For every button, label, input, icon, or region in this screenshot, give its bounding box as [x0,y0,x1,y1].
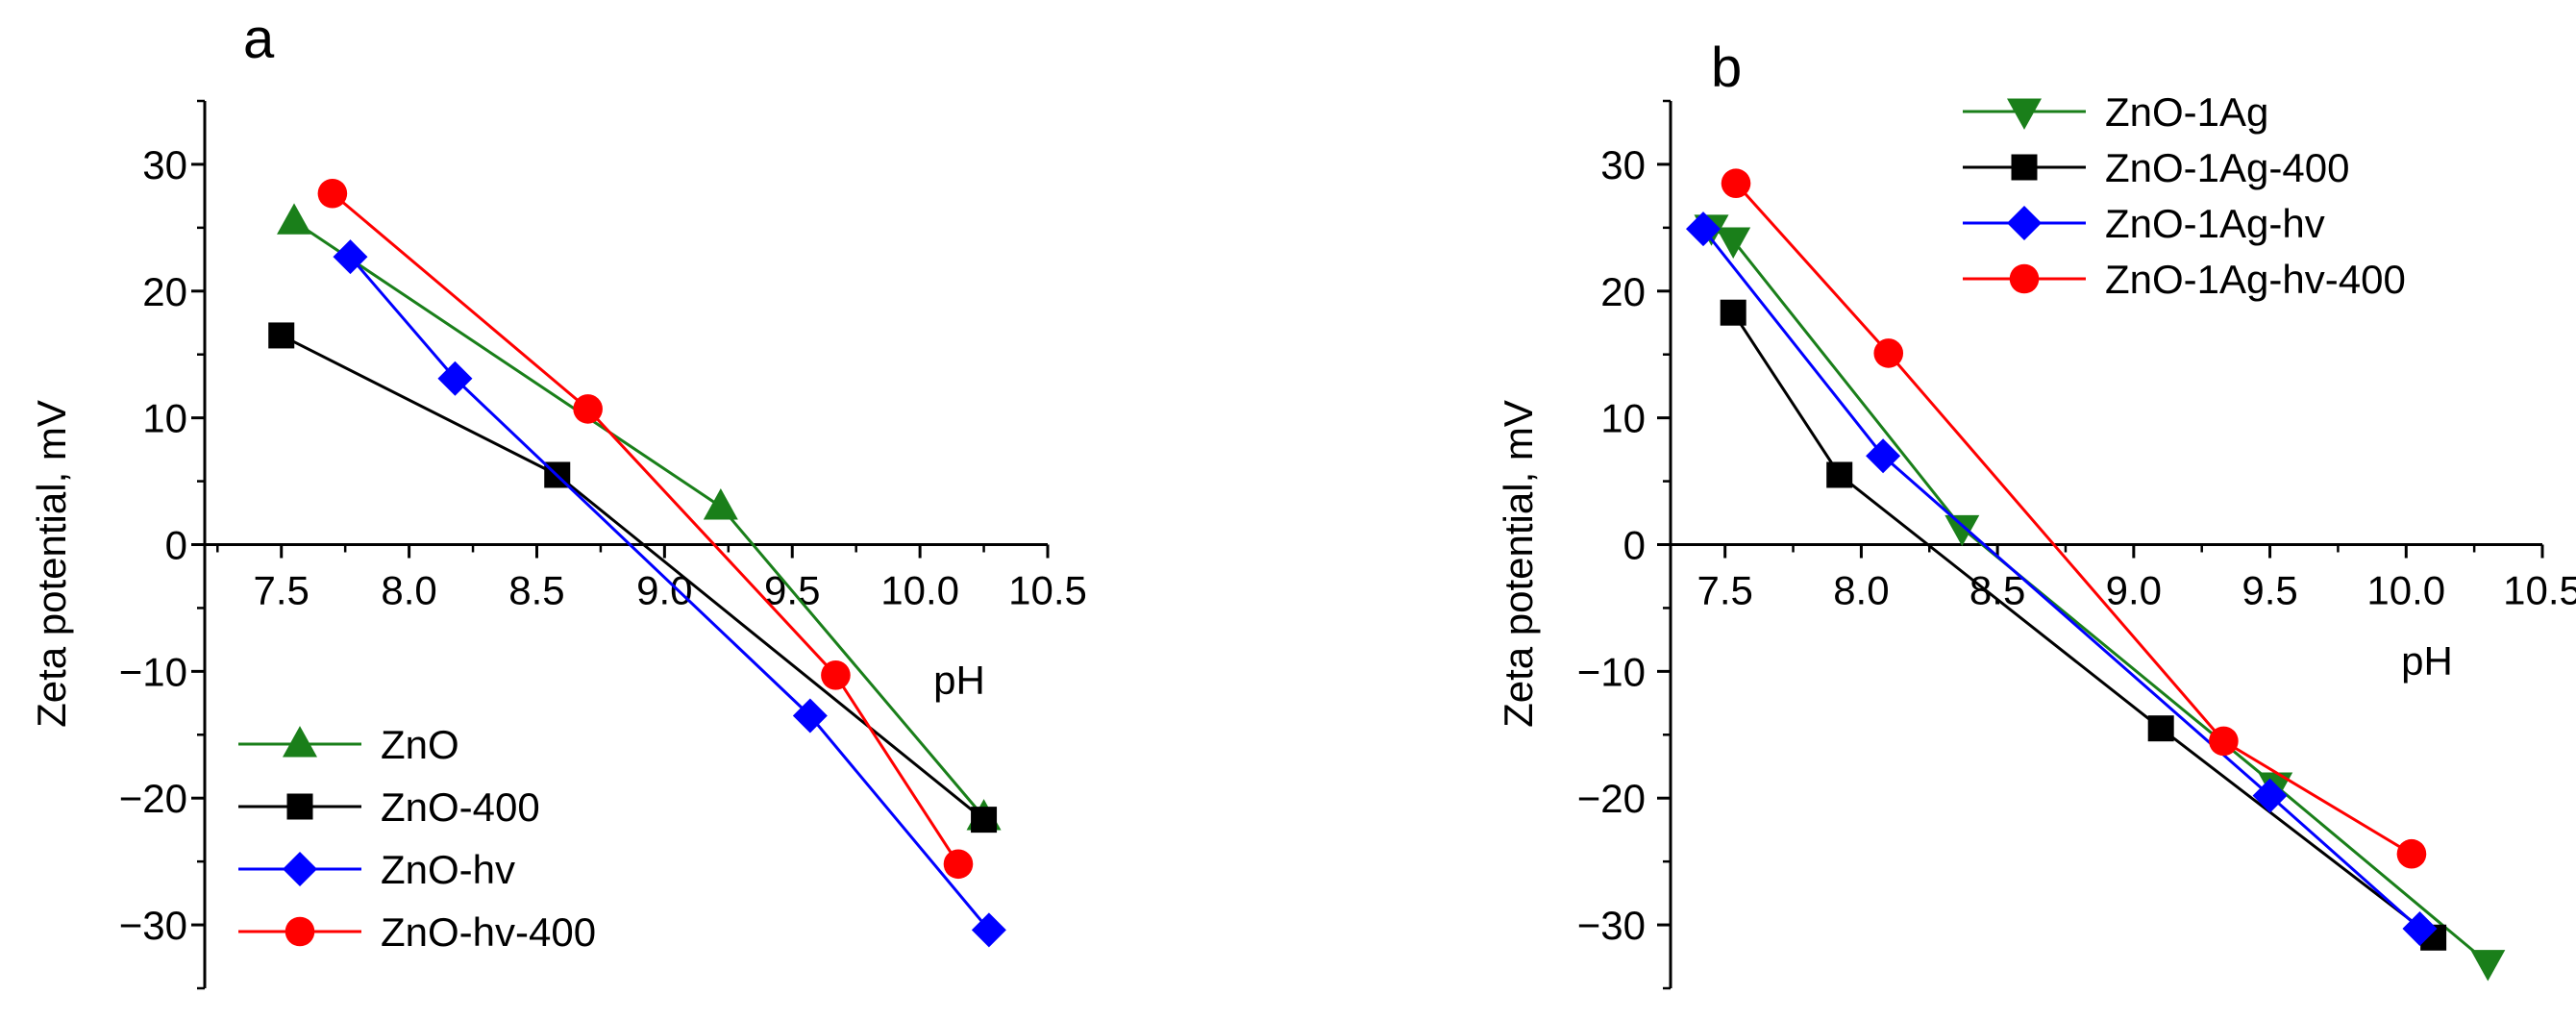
series-line [331,192,960,865]
series-zno-1ag-400 [1720,299,2447,951]
y-tick-label: −30 [1577,903,1646,948]
data-point [1686,211,1721,247]
x-tick-label: 8.0 [1833,568,1889,613]
y-tick-label: 0 [165,523,187,568]
legend-marker [283,852,317,886]
y-tick-label: 30 [142,142,187,187]
y-tick-label: −30 [119,903,187,948]
y-tick-label: 20 [1600,269,1646,314]
data-point [437,361,473,396]
data-point [268,322,295,349]
x-tick-label: 7.5 [254,568,310,613]
data-point [971,912,1006,948]
legend: ZnO ZnO-400 ZnO-hv ZnO-hv-400 [238,722,596,955]
series-zno-hv-400 [317,178,974,880]
data-point [333,239,368,275]
legend-marker [2011,154,2038,181]
legend-label: ZnO-400 [381,784,540,830]
legend-label: ZnO-1Ag [2105,89,2268,135]
x-tick-label: 9.5 [2242,568,2297,613]
data-point [1866,438,1901,474]
legend-label: ZnO-hv-400 [381,909,596,955]
y-tick-label: 0 [1623,523,1646,568]
legend-marker [2009,263,2040,294]
x-tick-label: 10.0 [880,568,959,613]
series-zno-hv [333,239,1006,948]
data-point [317,178,348,209]
legend-label: ZnO [381,722,459,767]
legend-marker [283,726,317,758]
x-tick-label: 8.5 [1969,568,2025,613]
y-tick-label: −20 [1577,776,1646,821]
y-tick-label: −10 [119,649,187,694]
x-tick-label: 9.0 [636,568,692,613]
x-tick-label: 8.5 [508,568,564,613]
data-point [277,203,312,235]
series-line [1734,182,2413,856]
y-axis-title: Zeta potential, mV [1496,400,1541,728]
x-axis-title: pH [2401,638,2453,684]
legend: ZnO-1Ag ZnO-1Ag-400 ZnO-1Ag-hv ZnO-1Ag-hv-4… [1963,89,2406,302]
y-tick-label: −20 [119,776,187,821]
x-tick-label: 10.5 [2503,568,2576,613]
data-point [2209,726,2239,757]
y-axis-title: Zeta potential, mV [29,400,74,728]
data-point [2402,911,2438,947]
legend-label: ZnO-1Ag-hv-400 [2105,257,2406,302]
legend-marker [285,916,315,947]
series-zno-1ag-hv-400 [1721,168,2427,869]
legend-marker [2007,98,2042,130]
legend-marker [286,793,313,820]
series-line [349,256,991,932]
x-tick-label: 10.5 [1008,568,1087,613]
legend-label: ZnO-hv [381,847,515,892]
x-tick-label: 8.0 [381,568,436,613]
series-zno-1ag-hv [1686,211,2438,947]
y-tick-label: 10 [1600,396,1646,441]
data-point [2396,838,2427,869]
data-point [2147,715,2174,742]
y-tick-label: 20 [142,269,187,314]
panel-letter-b: b [1711,37,1742,99]
data-point [1721,168,1751,199]
series-line [1701,228,2421,931]
data-point [1716,227,1751,259]
data-point [703,488,738,520]
data-point [1720,299,1746,326]
data-point [2470,950,2506,982]
legend-marker [2007,206,2042,240]
data-point [943,849,974,880]
panel-letter-a: a [243,8,275,70]
y-tick-label: 10 [142,396,187,441]
x-tick-label: 7.5 [1697,568,1752,613]
series-line [1731,311,2435,939]
data-point [1826,461,1853,488]
y-tick-label: −10 [1577,649,1646,694]
data-point [2252,778,2288,813]
y-tick-label: 30 [1600,142,1646,187]
x-tick-label: 9.0 [2106,568,2162,613]
x-tick-label: 10.0 [2366,568,2445,613]
data-point [792,698,828,734]
data-point [573,394,603,424]
chart-panel-b: −30 −20 −10 0 10 20 30 7.5 8.0 8.5 9.0 9.5 10.0 10.5 Z… [1496,89,2576,990]
legend-label: ZnO-1Ag-400 [2105,145,2349,190]
data-point [821,660,851,690]
data-point [1944,514,1980,547]
legend-label: ZnO-1Ag-hv [2105,201,2325,246]
x-axis-title: pH [933,658,985,703]
data-point [971,807,998,833]
data-point [1873,338,1904,368]
